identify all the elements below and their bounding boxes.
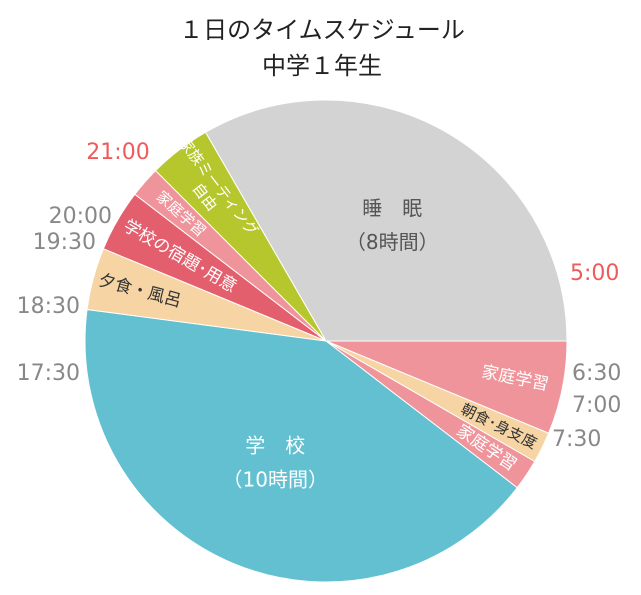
slice-label-line: （8時間）	[346, 230, 439, 254]
slice-label-line: （10時間）	[223, 467, 328, 491]
time-label: 17:30	[17, 361, 80, 386]
time-label: 21:00	[86, 140, 149, 165]
time-label: 18:30	[17, 294, 80, 319]
slice-label: 学 校 （10時間）	[223, 433, 328, 491]
pie-slice	[154, 131, 327, 342]
slice-label: 睡 眠 （8時間）	[346, 196, 439, 254]
pie-slice	[204, 99, 568, 342]
time-label: 7:00	[572, 393, 621, 418]
chart-subtitle: 中学１年生	[262, 52, 382, 80]
time-label: 5:00	[570, 261, 619, 286]
time-label: 7:30	[552, 427, 601, 452]
chart-title: １日のタイムスケジュール	[179, 16, 465, 44]
time-label: 6:30	[572, 361, 621, 386]
time-label: 19:30	[33, 230, 96, 255]
time-labels: 21:00 5:00 6:30 7:00 7:30 17:30 18:30 19:3020:0…	[17, 140, 622, 452]
slice-label-line: 学 校	[245, 433, 305, 457]
time-label: 20:00	[49, 204, 112, 229]
pie-slice	[84, 308, 518, 583]
pie-slices	[84, 99, 568, 583]
slice-label-line: 睡 眠	[362, 196, 422, 220]
